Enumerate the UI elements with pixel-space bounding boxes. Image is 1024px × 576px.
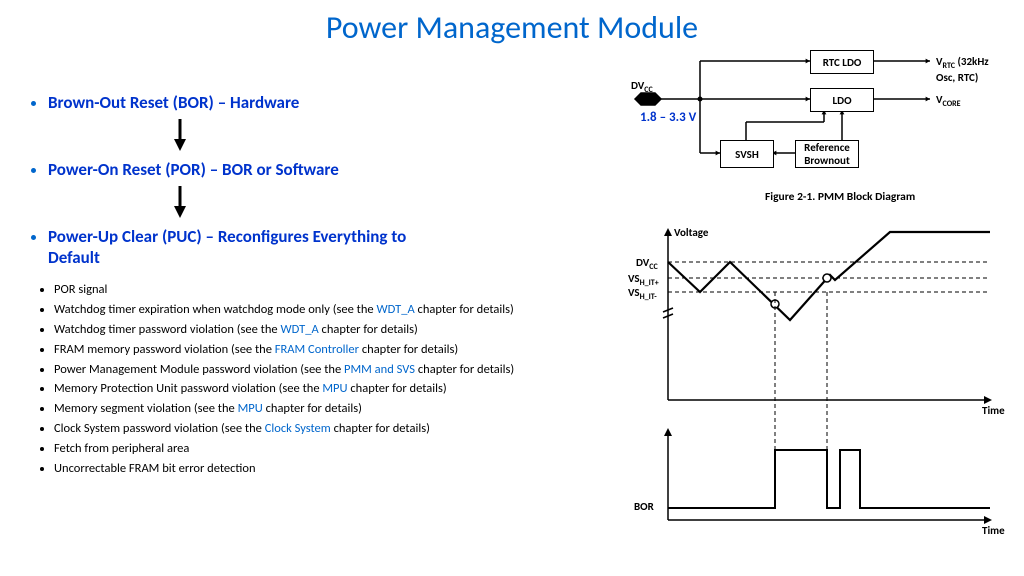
- bullet-por: Power-On Reset (POR) – BOR or Software: [48, 159, 550, 180]
- sub-bullet: Watchdog timer expiration when watchdog …: [54, 302, 550, 319]
- diagram-label: VCORE: [936, 93, 961, 109]
- diagram-box-rtc_ldo: RTC LDO: [810, 50, 874, 74]
- sub-bullet: Clock System password violation (see the…: [54, 421, 550, 438]
- chapter-link[interactable]: MPU: [238, 401, 263, 416]
- diagram-box-ldo: LDO: [810, 88, 874, 112]
- sub-bullet: Fetch from peripheral area: [54, 441, 550, 458]
- chart-label: VSH_IT-: [628, 286, 657, 302]
- chart-label: BOR: [634, 500, 654, 513]
- diagram-box-svsh: SVSH: [720, 140, 774, 168]
- chapter-link[interactable]: WDT_A: [376, 302, 414, 317]
- bullet-puc: Power-Up Clear (PUC) – Reconfigures Ever…: [48, 226, 428, 268]
- sub-bullet: Power Management Module password violati…: [54, 362, 550, 379]
- arrow-2: [170, 186, 550, 220]
- chart-label: Time: [982, 404, 1005, 417]
- chapter-link[interactable]: FRAM Controller: [275, 342, 359, 357]
- sub-bullet: Memory Protection Unit password violatio…: [54, 381, 550, 398]
- diagram-box-ref: ReferenceBrownout: [795, 140, 859, 168]
- arrow-1: [170, 119, 550, 153]
- bullet-bor: Brown-Out Reset (BOR) – Hardware: [48, 92, 550, 113]
- chapter-link[interactable]: Clock System: [265, 421, 331, 436]
- diagram-caption: Figure 2-1. PMM Block Diagram: [765, 190, 915, 204]
- voltage-bor-chart: VoltageDVCCVSH_IT+VSH_IT-BORTimeTime: [580, 220, 1010, 560]
- diagram-label: 1.8 – 3.3 V: [640, 110, 696, 125]
- chapter-link[interactable]: PMM and SVS: [344, 362, 415, 377]
- chapter-link[interactable]: WDT_A: [280, 322, 318, 337]
- sub-bullet-list: POR signal Watchdog timer expiration when…: [30, 282, 550, 478]
- chart-label: DVCC: [636, 256, 658, 272]
- chart-label: Time: [982, 524, 1005, 537]
- pmm-block-diagram: RTC LDO LDO SVSH ReferenceBrownout DVCC 1.8 –…: [590, 40, 1010, 210]
- diagram-label: DVCC: [631, 79, 653, 95]
- diagram-label: VRTC (32kHz Osc, RTC): [936, 55, 1010, 84]
- chart-label: Voltage: [674, 226, 708, 239]
- sub-bullet: Watchdog timer password violation (see t…: [54, 322, 550, 339]
- left-column: Brown-Out Reset (BOR) – Hardware Power-O…: [30, 92, 550, 494]
- sub-bullet: Uncorrectable FRAM bit error detection: [54, 461, 550, 478]
- sub-bullet: POR signal: [54, 282, 550, 299]
- sub-bullet: Memory segment violation (see the MPU ch…: [54, 401, 550, 418]
- chapter-link[interactable]: MPU: [322, 381, 347, 396]
- sub-bullet: FRAM memory password violation (see the …: [54, 342, 550, 359]
